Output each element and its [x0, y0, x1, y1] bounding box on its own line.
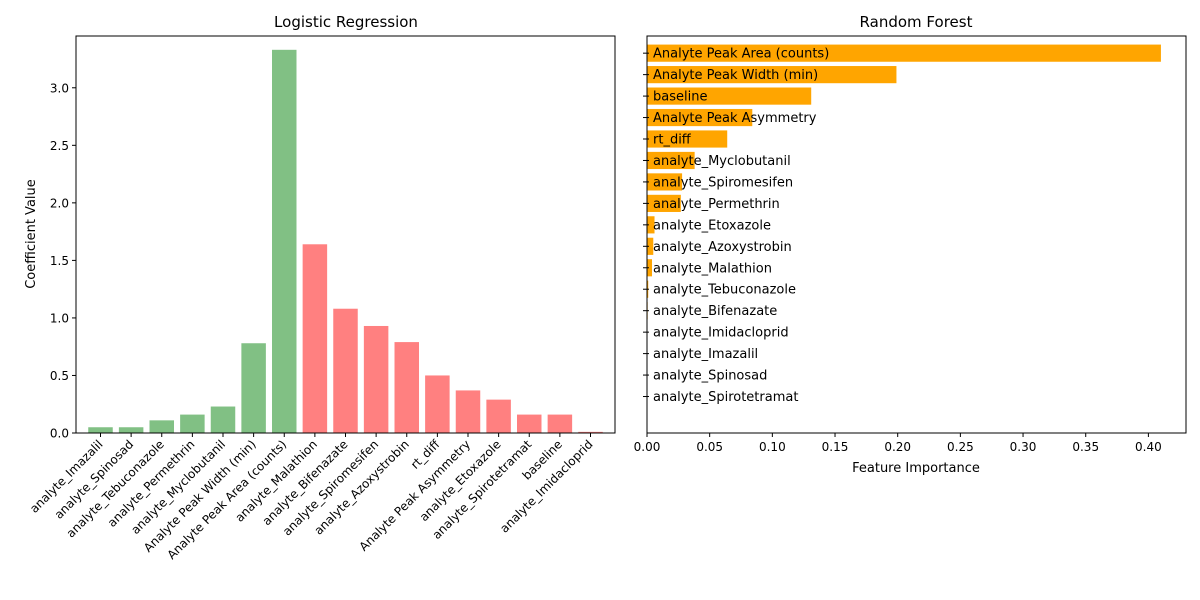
- lr-bar: [547, 414, 573, 433]
- lr-x-axis: analyte_Imazalilanalyte_Spinosadanalyte_…: [27, 433, 596, 562]
- rf-bar: [647, 44, 1161, 62]
- rf-bar-label: analyte_Etoxazole: [653, 218, 771, 233]
- lr-bar: [425, 375, 450, 433]
- rf-bar-label: analyte_Imazalil: [653, 347, 758, 362]
- lr-y-axis-label: Coefficient Value: [24, 179, 39, 289]
- lr-plot-frame: [75, 35, 616, 434]
- rf-x-tick-label: 0.00: [634, 440, 661, 454]
- rf-bar-label: analyte_Permethrin: [653, 197, 780, 212]
- lr-bar: [517, 414, 542, 433]
- lr-y-tick-label: 1.0: [50, 311, 69, 325]
- rf-y-axis: Analyte Peak Area (counts) Analyte Peak W…: [643, 47, 829, 405]
- rf-x-tick-label: 0.05: [696, 440, 723, 454]
- rf-plot-frame: [646, 35, 1187, 434]
- rf-bar-label: analyte_Spiromesifen: [653, 175, 793, 190]
- lr-bar: [272, 49, 297, 434]
- lr-bar: [302, 244, 328, 433]
- rf-bar-label: Analyte Peak Area (counts): [653, 47, 829, 62]
- rf-bar: [647, 237, 654, 255]
- lr-bar: [455, 390, 481, 433]
- lr-bar: [394, 342, 419, 433]
- lr-bar: [88, 427, 113, 433]
- rf-x-tick-label: 0.10: [759, 440, 786, 454]
- lr-bar: [333, 308, 358, 433]
- rf-bar: [647, 66, 897, 84]
- rf-bar-label: analyte_Imidacloprid: [653, 326, 789, 341]
- rf-bar-label: analyte_Myclobutanil: [653, 154, 791, 169]
- logistic-regression-panel: Logistic Regression 0.0 0.5 1.0 1.5 2.0 2.5 3.…: [24, 13, 616, 562]
- rf-bar: [647, 130, 728, 148]
- lr-bar: [118, 427, 144, 433]
- rf-x-tick-label: 0.20: [884, 440, 911, 454]
- rf-bar-label: analyte_Spinosad: [653, 369, 767, 384]
- rf-x-tick-label: 0.35: [1072, 440, 1099, 454]
- rf-bar: [647, 108, 753, 127]
- rf-bar: [647, 216, 655, 234]
- lr-bar: [363, 325, 389, 433]
- lr-y-tick-label: 3.0: [50, 81, 69, 95]
- rf-bar-label: analyte_Bifenazate: [653, 304, 777, 319]
- lr-title: Logistic Regression: [274, 13, 418, 31]
- rf-bar: [647, 259, 653, 277]
- lr-bar: [180, 414, 205, 433]
- rf-bar: [647, 194, 681, 212]
- rf-x-tick-label: 0.40: [1135, 440, 1162, 454]
- rf-x-tick-label: 0.30: [1010, 440, 1037, 454]
- lr-bar: [210, 406, 236, 433]
- rf-bar: [647, 173, 683, 191]
- lr-y-tick-label: 0.5: [50, 369, 69, 383]
- rf-bar: [647, 87, 812, 105]
- random-forest-panel: Random Forest 0.00 0.05 0.10 0.15 0.20 0.25 0.…: [634, 13, 1187, 476]
- lr-y-tick-label: 1.5: [50, 254, 69, 268]
- rf-bar-label: analyte_Tebuconazole: [653, 283, 796, 298]
- rf-bar-label: Analyte Peak Asymmetry: [653, 111, 817, 126]
- lr-y-tick-label: 2.0: [50, 196, 69, 210]
- rf-bar-label: analyte_Malathion: [653, 261, 772, 276]
- rf-bars: [647, 44, 1161, 406]
- rf-x-tick-label: 0.15: [822, 440, 849, 454]
- lr-y-axis: 0.0 0.5 1.0 1.5 2.0 2.5 3.0: [50, 81, 76, 441]
- rf-bar-label: analyte_Spirotetramat: [653, 390, 798, 405]
- rf-x-tick-label: 0.25: [947, 440, 974, 454]
- rf-x-axis-label: Feature Importance: [852, 461, 980, 476]
- rf-bar: [647, 151, 695, 170]
- lr-y-tick-label: 0.0: [50, 427, 69, 441]
- rf-bar-label: Analyte Peak Width (min): [653, 68, 818, 83]
- lr-bar: [578, 431, 603, 433]
- lr-y-tick-label: 2.5: [50, 139, 69, 153]
- lr-bars: [88, 49, 603, 434]
- rf-bar-label: analyte_Azoxystrobin: [653, 240, 792, 255]
- lr-bar: [486, 399, 511, 433]
- rf-x-axis: 0.00 0.05 0.10 0.15 0.20 0.25 0.30 0.35 0.40: [634, 433, 1162, 454]
- lr-bar: [149, 420, 174, 433]
- rf-title: Random Forest: [860, 13, 973, 31]
- lr-bar: [241, 343, 266, 433]
- rf-bar-label: baseline: [653, 90, 707, 105]
- rf-bar-label: rt_diff: [653, 133, 692, 148]
